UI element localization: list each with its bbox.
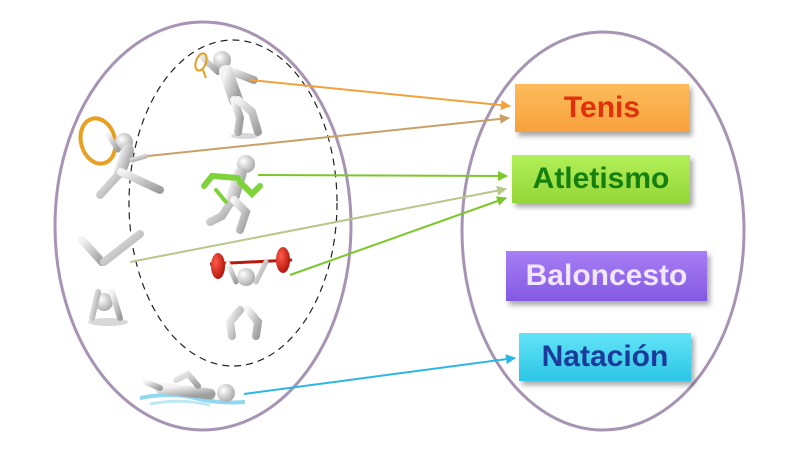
baloncesto-label: Baloncesto [525, 259, 688, 292]
arrow-handstand-to-atletismo [129, 185, 507, 263]
arrow-swimmer-to-natacion [243, 354, 516, 395]
natacion-label: Natación [541, 340, 669, 373]
baloncesto-box: Baloncesto [506, 251, 707, 301]
natacion-box: Natación [519, 333, 691, 381]
tenis-box: Tenis [515, 84, 689, 132]
weightlifter-icon [209, 247, 293, 340]
arrow-gymnast-to-tenis [147, 113, 510, 157]
tenis-label: Tenis [563, 91, 641, 124]
olympic-subset-ellipse [128, 39, 338, 367]
runner-icon [201, 155, 263, 234]
right-set-ellipse [460, 30, 746, 432]
arrow-tennis-to-tenis [249, 79, 511, 111]
atletismo-box: Atletismo [512, 155, 690, 203]
tennis-player-icon [194, 51, 262, 139]
swimmer-icon [139, 370, 246, 407]
left-set-ellipse [53, 20, 353, 432]
atletismo-label: Atletismo [532, 162, 670, 195]
rhythmic-gymnast-icon [78, 116, 164, 199]
handstand-gymnast-icon [78, 230, 144, 326]
arrow-runner-to-atletismo [257, 170, 508, 181]
arrow-weightlifter-to-atletismo [289, 196, 507, 276]
